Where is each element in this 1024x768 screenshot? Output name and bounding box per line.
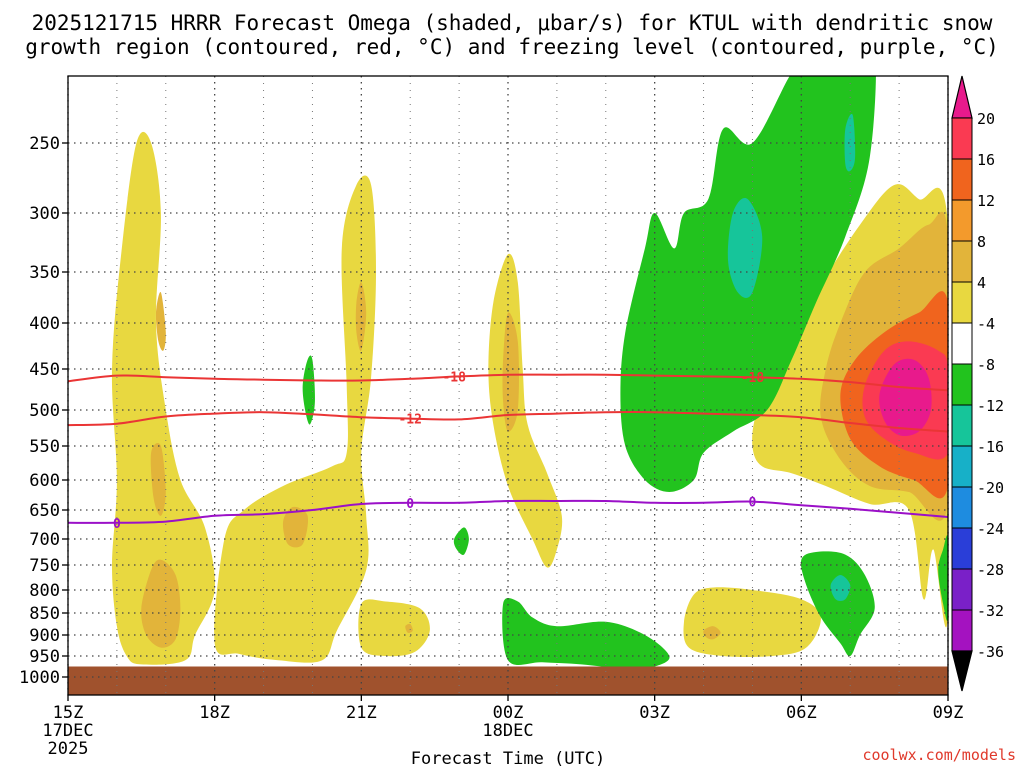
- omega-area-teal-1: [727, 197, 763, 299]
- y-tick-label-900: 900: [29, 626, 60, 646]
- chart-title-line-2: growth region (contoured, red, °C) and f…: [25, 35, 999, 59]
- omega-area-green-east-edge: [938, 535, 948, 621]
- colorbar-swatch: [951, 199, 973, 242]
- y-tick-label-300: 300: [29, 204, 60, 224]
- colorbar-top-arrow: [951, 75, 973, 119]
- contour-label-dgz-minus-12-1: -12: [398, 413, 421, 428]
- colorbar-swatch: [951, 363, 973, 406]
- y-tick-label-700: 700: [29, 530, 60, 550]
- colorbar-label: -12: [977, 397, 1004, 415]
- colorbar-label: 16: [977, 151, 995, 169]
- y-tick-label-750: 750: [29, 556, 60, 576]
- x-tick-year-15Z: 2025: [48, 739, 89, 759]
- x-tick-date-15Z: 17DEC: [42, 721, 93, 741]
- grid-layer: [67, 76, 949, 695]
- colorbar-swatch: [951, 158, 973, 201]
- y-tick-label-600: 600: [29, 471, 60, 491]
- colorbar-label: -16: [977, 438, 1004, 456]
- colorbar-label: 12: [977, 192, 995, 210]
- x-tick-label-06Z: 06Z: [786, 703, 817, 723]
- contour-layer: -18 -18 -12 0 0 0: [67, 371, 949, 532]
- y-tick-label-550: 550: [29, 437, 60, 457]
- x-tick-label-18Z: 18Z: [199, 703, 230, 723]
- colorbar-swatch: [951, 322, 973, 365]
- colorbar-bottom-arrow: [951, 650, 973, 692]
- omega-area-yellow-low-1: [358, 599, 430, 657]
- contour-dgz-minus-12: [67, 410, 949, 433]
- omega-area-yellow-col-3: [488, 253, 563, 568]
- x-tick-label-21Z: 21Z: [346, 703, 377, 723]
- x-tick-label-15Z: 15Z: [53, 703, 84, 723]
- y-tick-label-1000: 1000: [19, 668, 60, 688]
- x-axis-title: Forecast Time (UTC): [411, 749, 605, 768]
- omega-area-orange-core-3: [141, 559, 181, 648]
- contour-label-freezing-level-0-1: 0: [113, 517, 121, 532]
- x-tick-label-09Z: 09Z: [933, 703, 964, 723]
- colorbar-label: -20: [977, 479, 1004, 497]
- colorbar-swatch: [951, 527, 973, 570]
- x-tick-label-00Z: 00Z: [493, 703, 524, 723]
- omega-area-yellow-col-1: [111, 131, 215, 665]
- colorbar-label: -36: [977, 643, 1004, 661]
- colorbar-label: 20: [977, 110, 995, 128]
- colorbar-swatch: [951, 404, 973, 447]
- y-tick-label-650: 650: [29, 501, 60, 521]
- colorbar-swatch: [951, 568, 973, 611]
- contour-dgz-minus-18: [67, 373, 949, 392]
- colorbar-swatch: [951, 240, 973, 283]
- y-tick-label-950: 950: [29, 647, 60, 667]
- y-tick-label-400: 400: [29, 314, 60, 334]
- y-axis: 2503003504004505005506006507007508008509…: [19, 134, 68, 688]
- colorbar-label: -24: [977, 520, 1004, 538]
- colorbar-swatch: [951, 281, 973, 324]
- contour-label-dgz-minus-18-2: -18: [741, 371, 765, 386]
- y-tick-label-450: 450: [29, 360, 60, 380]
- omega-area-teal-2: [830, 575, 851, 601]
- omega-area-green-small-2: [453, 527, 469, 555]
- colorbar-label: -32: [977, 602, 1004, 620]
- x-tick-date-00Z: 18DEC: [482, 721, 533, 741]
- omega-area-green-lower-2: [800, 551, 875, 657]
- colorbar-swatch: [951, 445, 973, 488]
- contour-label-freezing-level-0-3: 0: [749, 496, 757, 511]
- colorbar-label: -4: [977, 315, 995, 333]
- omega-area-orange-core-4: [282, 506, 309, 548]
- omega-area-orange-core-6: [502, 312, 519, 432]
- omega-area-yellow-col-2: [214, 175, 376, 663]
- contour-label-freezing-level-0-2: 0: [406, 497, 414, 512]
- colorbar-swatch: [951, 486, 973, 529]
- omega-area-magenta-east: [879, 358, 932, 437]
- x-tick-label-03Z: 03Z: [639, 703, 670, 723]
- y-tick-label-850: 850: [29, 604, 60, 624]
- colorbar-label: -8: [977, 356, 995, 374]
- contour-label-dgz-minus-18-1: -18: [442, 371, 466, 386]
- omega-area-orange-small-7: [703, 626, 721, 640]
- colorbar-swatch: [951, 609, 973, 652]
- y-tick-label-800: 800: [29, 581, 60, 601]
- omega-area-orange-small-8: [405, 623, 413, 633]
- chart-title-line-1: 2025121715 HRRR Forecast Omega (shaded, …: [32, 11, 993, 35]
- colorbar-label: 8: [977, 233, 986, 251]
- credit-link[interactable]: coolwx.com/models: [862, 746, 1016, 764]
- omega-area-teal-3: [844, 113, 856, 172]
- colorbar-label: -28: [977, 561, 1004, 579]
- y-tick-label-250: 250: [29, 134, 60, 154]
- y-tick-label-500: 500: [29, 401, 60, 421]
- omega-area-orange-core-1: [155, 291, 166, 351]
- colorbar: 20 16 12 8 4 -4 -8 -12 -16 -20 -24 -28 -32 -36: [951, 75, 1004, 692]
- omega-area-green-lower-1: [502, 598, 670, 669]
- colorbar-swatch: [951, 117, 973, 160]
- y-tick-label-350: 350: [29, 263, 60, 283]
- omega-area-green-small-1: [302, 355, 315, 425]
- omega-shading-layer: [111, 76, 948, 669]
- colorbar-label: 4: [977, 274, 986, 292]
- contour-freezing-level-0: [67, 499, 949, 524]
